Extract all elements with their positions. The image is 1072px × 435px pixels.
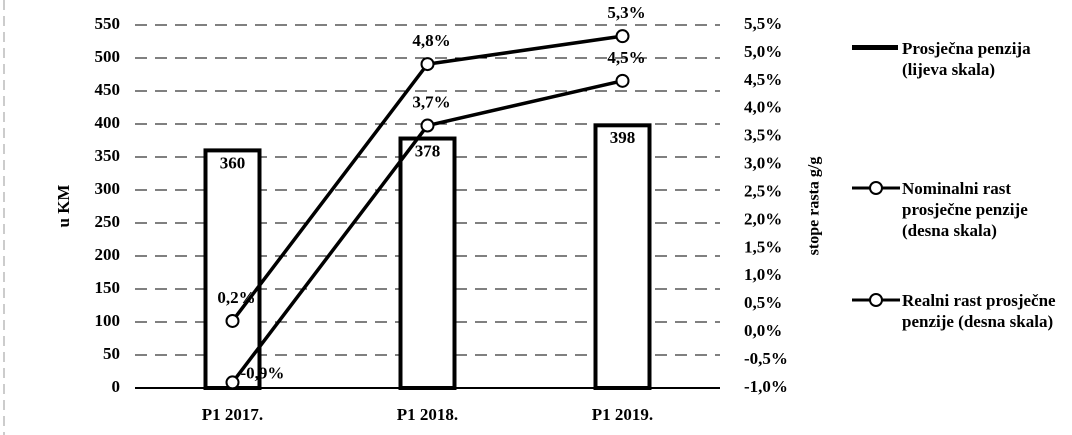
legend-item: Nominalni rast prosječne penzije (desna … — [850, 178, 1065, 241]
y2-tick-label: 5,0% — [744, 42, 782, 61]
line-value-label: 5,3% — [607, 3, 645, 22]
y2-tick-label: 2,0% — [744, 209, 782, 228]
line-point — [420, 57, 435, 72]
line-value-label: -0,9% — [241, 363, 285, 382]
y-tick-label: 150 — [95, 278, 121, 297]
y2-tick-label: 2,5% — [744, 181, 782, 200]
y2-tick-label: 3,0% — [744, 154, 782, 173]
line-point — [615, 29, 630, 44]
y-axis-label: u KM — [54, 185, 73, 228]
y2-tick-label: 1,5% — [744, 237, 782, 256]
bar — [398, 136, 457, 390]
y2-tick-label: 5,5% — [744, 14, 782, 33]
y-tick-label: 350 — [95, 146, 121, 165]
y-tick-label: 200 — [95, 245, 121, 264]
y-tick-label: 400 — [95, 113, 121, 132]
legend-swatch — [852, 45, 898, 50]
legend-label: Realni rast prosječne penzije (desna ska… — [902, 291, 1056, 331]
line-point — [420, 118, 435, 133]
y-tick-label: 250 — [95, 212, 121, 231]
line-value-label: 0,2% — [217, 288, 255, 307]
bar — [593, 123, 652, 390]
line-value-label: 4,8% — [412, 31, 450, 50]
legend-swatch — [852, 293, 900, 307]
bar-value-label: 360 — [220, 153, 246, 172]
y2-tick-label: -0,5% — [744, 349, 788, 368]
y2-tick-label: 4,5% — [744, 70, 782, 89]
x-tick-label: P1 2017. — [202, 405, 263, 424]
y2-tick-label: 0,5% — [744, 293, 782, 312]
x-tick-label: P1 2018. — [397, 405, 458, 424]
line-value-label: 4,5% — [607, 48, 645, 67]
line-value-label: 3,7% — [412, 92, 450, 111]
line-point — [615, 73, 630, 88]
legend-item: Realni rast prosječne penzije (desna ska… — [850, 290, 1065, 332]
y2-tick-label: 0,0% — [744, 321, 782, 340]
x-tick-label: P1 2019. — [592, 405, 653, 424]
legend-swatch — [852, 181, 900, 195]
y-tick-label: 500 — [95, 47, 121, 66]
line-point — [225, 313, 240, 328]
y2-tick-label: -1,0% — [744, 377, 788, 396]
line-point — [225, 375, 240, 390]
y-tick-label: 550 — [95, 14, 121, 33]
y2-axis-label: stope rasta g/g — [806, 157, 823, 256]
y2-tick-label: 4,0% — [744, 98, 782, 117]
y-tick-label: 50 — [103, 344, 120, 363]
y-tick-label: 450 — [95, 80, 121, 99]
chart: u KM stope rasta g/g 0 50 100 150 200 250 300 3… — [3, 0, 823, 435]
y-tick-label: 0 — [112, 377, 121, 396]
legend-label: Prosječna penzija (lijeva skala) — [902, 39, 1031, 79]
y2-tick-label: 3,5% — [744, 126, 782, 145]
bar-value-label: 398 — [610, 128, 636, 147]
bar — [203, 148, 262, 390]
y-tick-label: 100 — [95, 311, 121, 330]
legend-item: Prosječna penzija (lijeva skala) — [850, 38, 1065, 80]
y2-tick-label: 1,0% — [744, 265, 782, 284]
legend-label: Nominalni rast prosječne penzije (desna … — [902, 179, 1028, 240]
bar-value-label: 378 — [415, 141, 441, 160]
y-tick-label: 300 — [95, 179, 121, 198]
